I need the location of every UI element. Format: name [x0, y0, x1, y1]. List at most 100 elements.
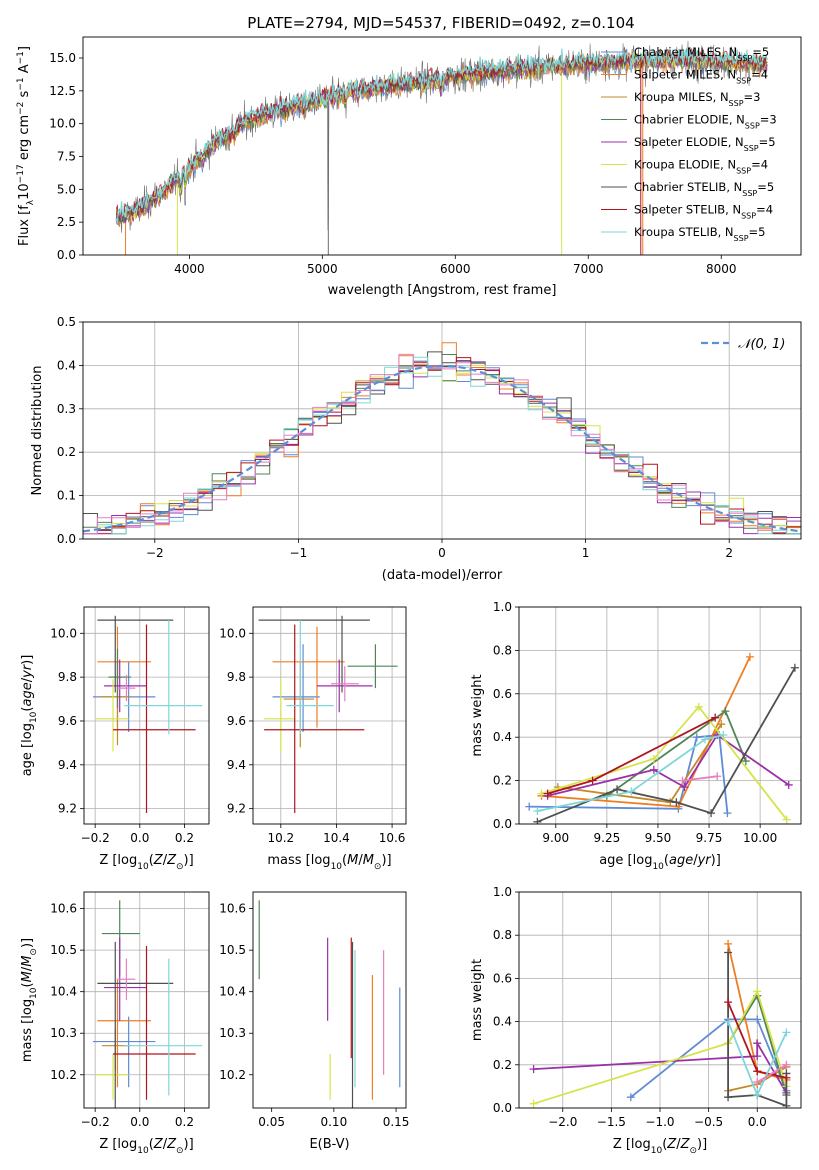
- x-tick-label: 0.0: [130, 831, 149, 845]
- errorbar-point: [286, 620, 334, 735]
- weight-marker: [717, 720, 726, 729]
- x-tick-label: 4000: [174, 262, 205, 276]
- x-tick-label: 0: [438, 546, 446, 560]
- y-tick-label: 0.6: [493, 971, 512, 985]
- axes-frame: [83, 891, 210, 1109]
- grid: [519, 606, 801, 825]
- weight-line: [682, 775, 718, 782]
- errorbar-point: [258, 615, 370, 693]
- histogram-step: [83, 356, 801, 539]
- weight-marker: [782, 1101, 791, 1108]
- weight-marker: [723, 809, 732, 818]
- errorbar-point: [101, 900, 140, 976]
- x-tick-label: −0.2: [81, 1115, 110, 1129]
- y-tick-label: 10.3: [50, 1026, 77, 1040]
- x-axis-label: mass [log10(M/M⊙)]: [267, 853, 391, 872]
- weight-series: [724, 998, 791, 1082]
- plot-area: [92, 615, 203, 814]
- x-axis-label: wavelength [Angstrom, rest frame]: [328, 283, 557, 298]
- weight-marker: [721, 707, 730, 716]
- y-tick-label: 0.5: [57, 315, 76, 329]
- weight-marker: [613, 785, 622, 794]
- y-tick-label: 0.2: [57, 445, 76, 459]
- weight-line: [533, 1039, 788, 1094]
- weight-marker: [692, 733, 701, 742]
- x-tick-label: 0.0: [748, 1115, 767, 1129]
- weight-marker: [782, 1073, 791, 1082]
- errorbar-point: [101, 1029, 131, 1071]
- legend: Chabrier MILES, NSSP=5 Salpeter MILES, NS…: [601, 45, 777, 243]
- mass_vs_ebv-panel: 0.05 0.10 0.15 10.2 10.3 10.4 10.5 10.6 E(B-V): [219, 891, 409, 1152]
- weight-marker: [525, 802, 534, 811]
- y-axis-label: Flux [fλ10−17 erg cm−2 s−1 A−1]: [16, 46, 36, 246]
- mass_vs_Z-panel: −0.2 0.0 0.2 10.2 10.3 10.4 10.5 10.6 Z [log10(Z…: [20, 891, 210, 1156]
- errorbar-point: [124, 958, 203, 1096]
- weight-marker: [713, 772, 722, 781]
- y-tick-label: 0.4: [493, 730, 512, 744]
- errorbar-point: [272, 626, 345, 728]
- x-tick-label: 10.2: [267, 831, 294, 845]
- plot-area: [258, 900, 401, 1108]
- y-tick-label: 0.0: [57, 532, 76, 546]
- weight-marker: [745, 652, 754, 661]
- weight-marker: [588, 776, 597, 785]
- x-tick-label: 2: [725, 546, 733, 560]
- y-tick-label: 10.3: [219, 1026, 246, 1040]
- y-tick-label: 1.0: [493, 885, 512, 899]
- x-tick-label: 10.00: [743, 831, 777, 845]
- y-tick-label: 9.8: [58, 670, 77, 684]
- residuals-panel: −2 −1 0 1 2 0.0 0.1 0.2 0.3 0.4 0.5 (data-model)/er…: [30, 315, 802, 583]
- y-tick-label: 0.4: [57, 358, 76, 372]
- x-tick-label: −2.0: [548, 1115, 577, 1129]
- weight_vs_Z-panel: −2.0 −1.5 −1.0 −0.5 0.0 0.0 0.2 0.4 0.6 0.8 1.0 Z […: [470, 885, 802, 1156]
- weight-marker: [753, 1039, 762, 1048]
- weight-marker: [753, 987, 762, 996]
- x-tick-label: 5000: [307, 262, 338, 276]
- errorbar-point: [330, 666, 359, 702]
- legend-entry: Chabrier MILES, NSSP=5: [634, 45, 769, 63]
- weight-marker: [649, 765, 658, 774]
- weight-series: [543, 731, 793, 800]
- weight-marker: [753, 1091, 762, 1100]
- weight-marker: [694, 702, 703, 711]
- x-tick-label: −1: [290, 546, 308, 560]
- axes-frame: [83, 606, 210, 825]
- weight-series: [724, 1017, 791, 1100]
- histogram-step: [83, 353, 801, 539]
- y-tick-label: 0.0: [57, 248, 76, 262]
- y-tick-label: 9.4: [58, 758, 77, 772]
- x-axis-label: Z [log10(Z/Z⊙)]: [99, 1137, 193, 1156]
- weight-marker: [753, 1078, 762, 1087]
- y-tick-label: 0.8: [493, 928, 512, 942]
- x-tick-label: 9.75: [696, 831, 723, 845]
- plot-area: [258, 615, 398, 814]
- y-tick-label: 0.0: [493, 1101, 512, 1115]
- errorbar-point: [264, 679, 295, 752]
- errorbar-point: [95, 679, 129, 752]
- weight-marker: [741, 757, 750, 766]
- y-tick-label: 10.2: [219, 1068, 246, 1082]
- weight-line: [529, 734, 729, 814]
- weight-series: [537, 702, 791, 824]
- weight-marker: [649, 754, 658, 763]
- errorbar-point: [347, 644, 398, 689]
- x-tick-label: 0.2: [175, 1115, 194, 1129]
- weight-marker: [724, 948, 733, 957]
- y-tick-label: 0.2: [493, 1058, 512, 1072]
- weight-marker: [543, 789, 552, 798]
- axes-frame: [252, 891, 407, 1109]
- y-tick-label: 10.0: [50, 626, 77, 640]
- plot-area: [115, 40, 768, 255]
- weight-marker: [790, 663, 799, 672]
- errorbar-point: [117, 958, 136, 1000]
- weight-marker: [678, 776, 687, 785]
- plot-area: [83, 342, 801, 539]
- weight-line: [541, 705, 788, 821]
- y-tick-label: 10.0: [49, 117, 76, 131]
- y-axis-label: mass [log10(M/M⊙)]: [20, 938, 39, 1062]
- weight-marker: [700, 735, 709, 744]
- axes-frame: [518, 606, 802, 825]
- x-tick-label: 9.25: [594, 831, 621, 845]
- x-tick-label: 0.05: [258, 1115, 285, 1129]
